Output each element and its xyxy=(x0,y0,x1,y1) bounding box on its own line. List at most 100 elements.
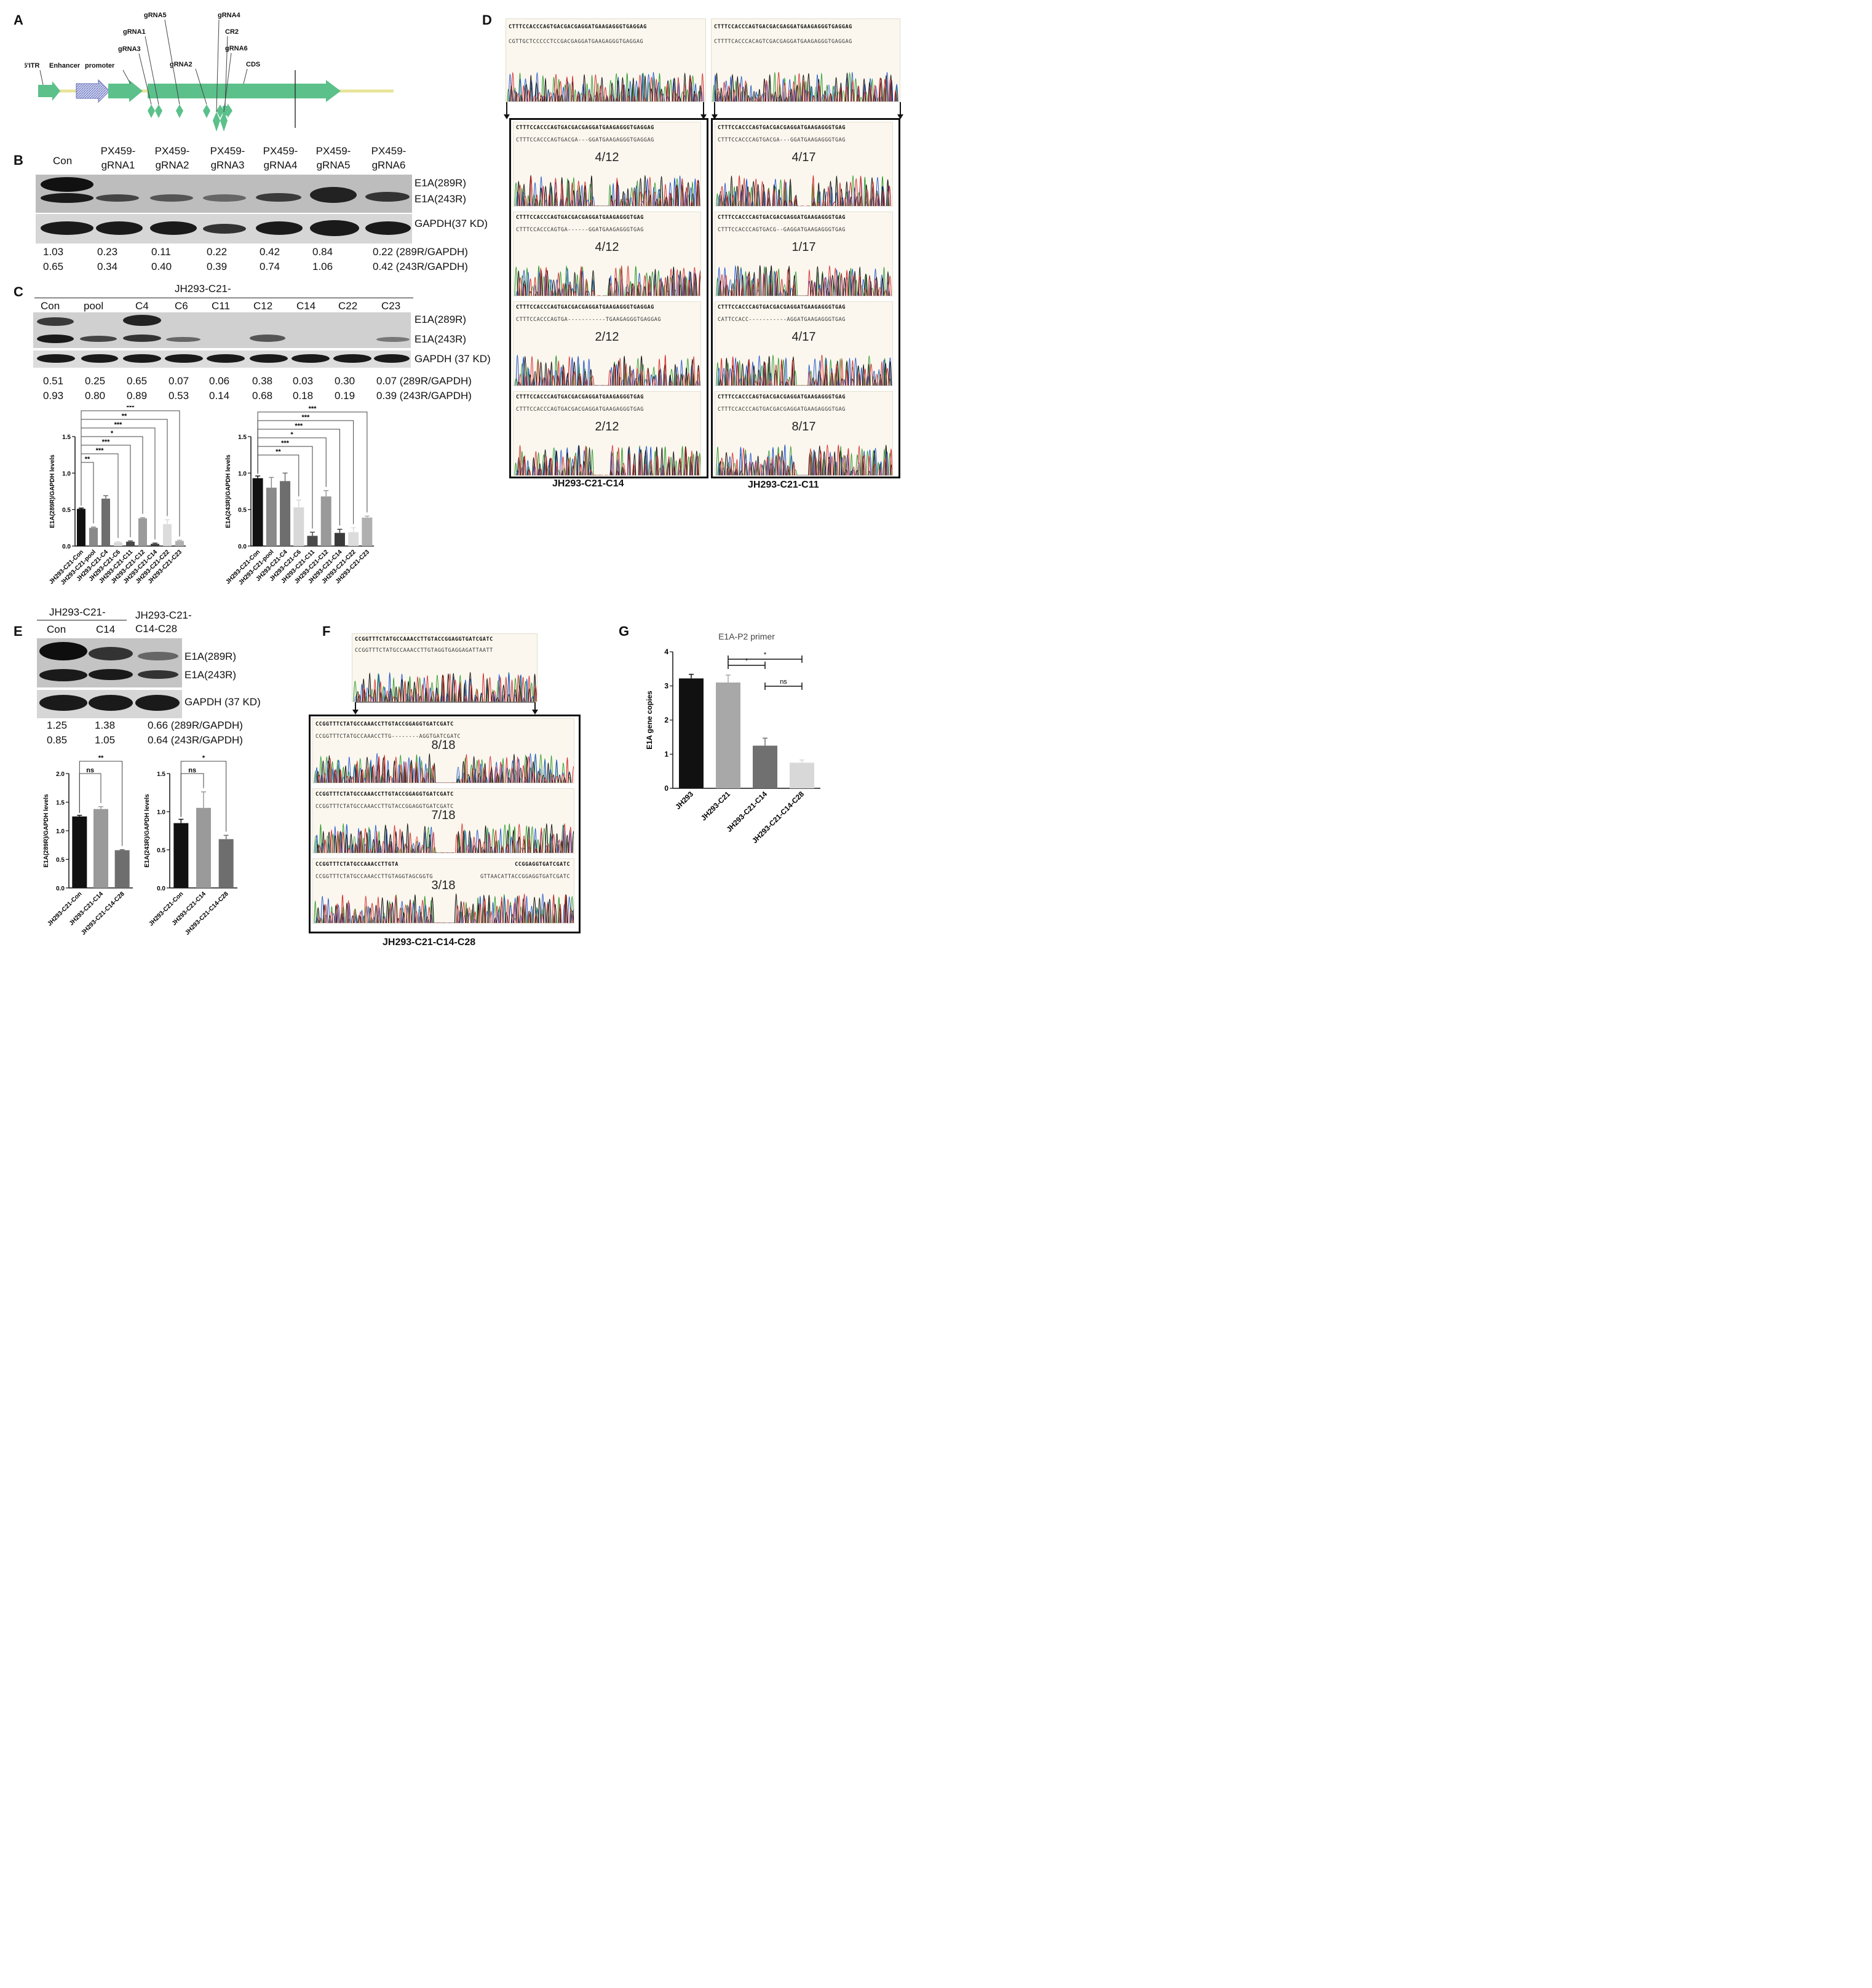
lane-c-c23: C23 xyxy=(381,300,401,312)
allele-ref-seq: CTTTCCACCCAGTGACGACGAGGATGAAGAGGGTGAG xyxy=(718,125,846,131)
label-promoter: promoter xyxy=(85,62,115,69)
lane-label-b-grna2: PX459- gRNA2 xyxy=(154,145,190,171)
trace-line xyxy=(515,354,699,386)
group-title-c: JH293-C21- xyxy=(175,283,231,295)
band-label-b-243r: E1A(243R) xyxy=(414,193,467,205)
allele-ref-seq: CCGGTTTCTATGCCAAACCTTGTACCGGAGGTGATCGATC xyxy=(315,791,454,798)
ratio-c-289-3: 0.07 xyxy=(169,375,189,387)
label-cds: CDS xyxy=(246,61,260,68)
x-tick-label: JH293-C21-C14-C28 xyxy=(184,890,230,937)
allele-chromatogram xyxy=(314,823,574,853)
lane-c-c12: C12 xyxy=(253,300,273,312)
allele-chromatogram xyxy=(514,175,700,206)
lane-c-c4: C4 xyxy=(135,300,149,312)
allele-seq: CTTTCCACCCAGTGA-----------TGAAGAGGGTGAGG… xyxy=(516,317,661,323)
band-label-b-289r: E1A(289R) xyxy=(414,177,467,189)
ratio-c-243-2: 0.89 xyxy=(127,390,148,402)
y-tick-label: 1.5 xyxy=(157,771,165,778)
chart-g-e1a-copies: 0 1 2 3 4 E1A gene copies E1A-P2 primer JH293 JH… xyxy=(645,632,820,845)
d-arrows xyxy=(504,102,903,119)
ratio-c-289-8: 0.07 (289R/GAPDH) xyxy=(376,375,472,387)
lane-c-c22: C22 xyxy=(338,300,358,312)
ratio-e-243-0: 0.85 xyxy=(47,734,68,746)
label-cr2: CR2 xyxy=(225,28,239,36)
allele-seq: CTTTCCACCCAGTGACGA---GGATGAAGAGGGTGAG xyxy=(718,137,846,143)
bar xyxy=(89,528,98,546)
lane-c-c6: C6 xyxy=(175,300,188,312)
allele-ref-seq: CCGGTTTCTATGCCAAACCTTGTACCGGAGGTGATCGATC xyxy=(315,721,454,727)
significance-label: ** xyxy=(98,754,104,762)
d-right-clone-name: JH293-C21-C11 xyxy=(748,480,819,490)
band-label-c-243r: E1A(243R) xyxy=(414,333,467,345)
allele-seq: CTTTCCACCCAGTGACGACGAGGATGAAGAGGGTGAG xyxy=(516,406,644,413)
bar xyxy=(252,478,263,546)
significance-bracket xyxy=(257,437,327,487)
allele-ref-seq-2: CCGGAGGTGATCGATC xyxy=(515,861,570,868)
leader-lines xyxy=(39,19,248,113)
bar xyxy=(126,541,135,546)
significance-label: *** xyxy=(295,422,303,430)
allele-ref-seq: CTTTCCACCCAGTGACGACGAGGATGAAGAGGGTGAG xyxy=(718,304,846,311)
allele-ratio: 4/12 xyxy=(595,151,619,164)
lane-label-b-grna1: PX459- gRNA1 xyxy=(100,145,136,171)
allele-seq: CCGGTTTCTATGCCAAACCTTGTACCGGAGGTGATCGATC xyxy=(315,804,454,810)
allele-ref-seq: CCGGTTTCTATGCCAAACCTTGTA xyxy=(315,861,399,868)
trace-line xyxy=(316,823,574,853)
f-arrows xyxy=(352,702,538,715)
lane-c-pool: pool xyxy=(84,300,104,312)
d-left-mixed-seq: CGTTGCTCCCCCTCCGACGAGGATGAAGAGGGTGAGGAG xyxy=(509,39,644,45)
band-label-c-gapdh: GAPDH (37 KD) xyxy=(414,353,491,365)
allele-block: CCGGTTTCTATGCCAAACCTTGTACCGGAGGTGATCGATC… xyxy=(312,788,574,853)
enhancer-arrow xyxy=(76,79,110,103)
d-right-alleles: CTTTCCACCCAGTGACGACGAGGATGAAGAGGGTGAG CTT… xyxy=(715,122,893,481)
ratio-c-243-6: 0.18 xyxy=(293,390,314,402)
blot-e-e1a xyxy=(37,638,182,687)
allele-ref-seq: CTTTCCACCCAGTGACGACGAGGATGAAGAGGGTGAG xyxy=(718,394,846,400)
bar xyxy=(101,498,110,546)
bar xyxy=(293,507,304,546)
bar xyxy=(280,481,291,546)
y-axis-label: E1A(243R)/GAPDH levels xyxy=(144,794,151,868)
label-enhancer: Enhancer xyxy=(49,62,81,69)
ratio-b-289-5: 0.84 xyxy=(312,246,333,258)
label-grna1: gRNA1 xyxy=(123,28,146,36)
y-tick-label: 0.0 xyxy=(238,544,247,550)
significance-bracket xyxy=(81,453,119,538)
d-left-ref-seq: CTTTCCACCCAGTGACGACGAGGATGAAGAGGGTGAGGAG xyxy=(509,24,647,30)
trace-line xyxy=(720,354,889,386)
ratio-c-289-1: 0.25 xyxy=(85,375,106,387)
allele-chromatogram xyxy=(514,445,700,475)
trace-line xyxy=(518,176,699,206)
significance-label: * xyxy=(764,651,767,659)
d-left-clone-box xyxy=(509,118,708,478)
ratio-c-289-5: 0.38 xyxy=(252,375,273,387)
trace-line xyxy=(318,823,573,853)
y-tick-label: 1.5 xyxy=(56,800,65,807)
band-label-e-289r: E1A(289R) xyxy=(184,651,237,662)
bar xyxy=(114,850,130,888)
y-axis-label: E1A(289R)/GAPDH levels xyxy=(49,454,56,528)
ratio-b-243-1: 0.34 xyxy=(97,261,118,272)
ratio-c-243-3: 0.53 xyxy=(169,390,189,402)
lane-label-b-grna3: PX459- gRNA3 xyxy=(210,145,245,171)
trace-line xyxy=(318,754,574,783)
f-clone-name: JH293-C21-C14-C28 xyxy=(383,937,476,948)
significance-label: ** xyxy=(85,456,90,463)
lane-e-con: Con xyxy=(47,624,66,635)
y-tick-label: 1.0 xyxy=(62,470,71,477)
allele-chromatogram xyxy=(716,175,891,206)
ratio-c-243-0: 0.93 xyxy=(43,390,64,402)
allele-chromatogram xyxy=(716,265,892,296)
allele-ref-seq: CTTTCCACCCAGTGACGACGAGGATGAAGAGGGTGAGGAG xyxy=(516,304,654,311)
ratio-b-243-4: 0.74 xyxy=(260,261,280,272)
allele-block: CCGGTTTCTATGCCAAACCTTGTA CCGGTTTCTATGCCAA… xyxy=(312,858,574,924)
y-tick-label: 2 xyxy=(664,716,668,724)
panel-letter-a: A xyxy=(14,12,23,28)
trace-line xyxy=(318,893,573,923)
ratio-b-243-5: 1.06 xyxy=(312,261,333,272)
ratio-c-289-6: 0.03 xyxy=(293,375,314,387)
ratio-e-289-2: 0.66 (289R/GAPDH) xyxy=(148,719,243,731)
bar xyxy=(716,682,740,788)
y-tick-label: 1.5 xyxy=(62,434,71,441)
panel-letter-g: G xyxy=(619,624,630,639)
